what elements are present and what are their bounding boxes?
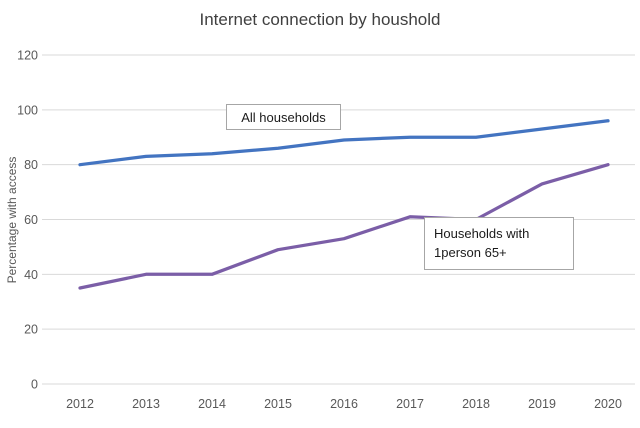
annotation-65plus-line2: 1person 65+ [434, 245, 507, 260]
y-tick-label-0: 0 [31, 378, 38, 392]
x-tick-label-2019: 2019 [528, 397, 556, 411]
chart-title: Internet connection by houshold [199, 10, 441, 29]
annotation-households-65plus: Households with 1person 65+ [424, 217, 574, 270]
y-tick-label-100: 100 [17, 103, 38, 117]
x-tick-label-2012: 2012 [66, 397, 94, 411]
x-tick-label-2020: 2020 [594, 397, 622, 411]
y-tick-label-60: 60 [24, 213, 38, 227]
series-line-all-households [78, 119, 610, 167]
x-tick-label-2017: 2017 [396, 397, 424, 411]
y-tick-label-20: 20 [24, 323, 38, 337]
annotation-all-households: All households [226, 104, 341, 130]
series-line-households-with-1person-65- [78, 163, 610, 290]
x-tick-label-2018: 2018 [462, 397, 490, 411]
x-tick-label-2013: 2013 [132, 397, 160, 411]
y-tick-label-120: 120 [17, 48, 38, 62]
y-tick-label-40: 40 [24, 268, 38, 282]
x-tick-label-2015: 2015 [264, 397, 292, 411]
annotation-65plus-line1: Households with [434, 226, 530, 241]
annotation-all-households-label: All households [241, 109, 326, 125]
y-tick-label-80: 80 [24, 158, 38, 172]
x-tick-label-2016: 2016 [330, 397, 358, 411]
x-tick-label-2014: 2014 [198, 397, 226, 411]
